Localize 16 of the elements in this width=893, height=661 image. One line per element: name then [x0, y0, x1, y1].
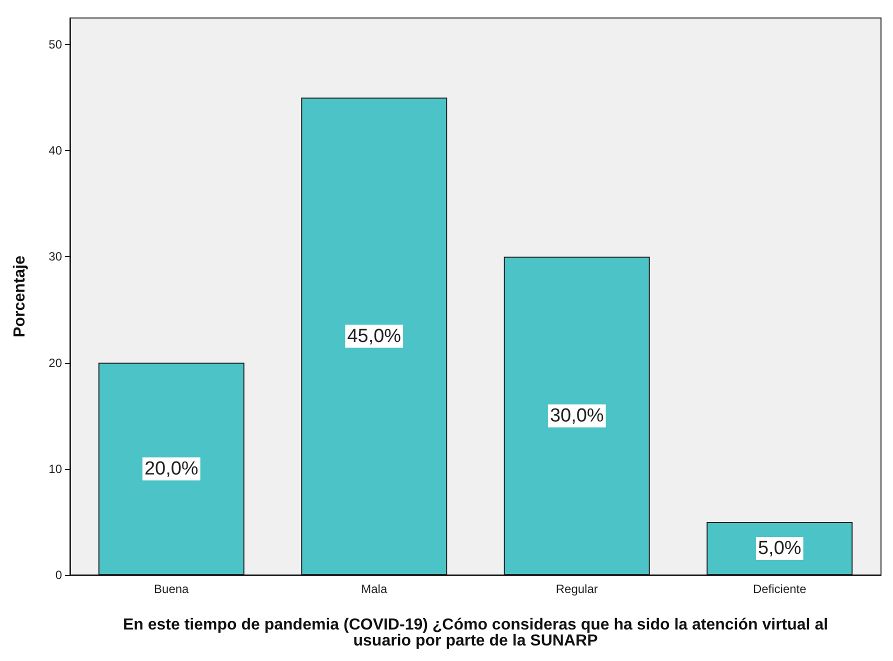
x-tick-label: Deficiente — [752, 582, 807, 596]
data-label: 30,0% — [550, 405, 604, 426]
x-tick-label: Regular — [556, 582, 598, 596]
data-label: 5,0% — [758, 538, 802, 559]
y-tick-label: 50 — [48, 38, 62, 52]
x-tick-label: Buena — [154, 582, 190, 596]
x-tick-label: Mala — [361, 582, 388, 596]
x-axis-title: En este tiempo de pandemia (COVID-19) ¿Cómo consideras que ha sido la atención virtual al usuario por parte de la SUNARP — [122, 616, 828, 650]
y-tick-label: 20 — [48, 356, 62, 370]
data-label: 45,0% — [347, 326, 402, 347]
y-tick-label: 40 — [48, 144, 62, 158]
y-tick-label: 30 — [48, 250, 62, 264]
y-tick-label: 0 — [55, 568, 62, 582]
data-label: 20,0% — [144, 458, 198, 480]
y-axis-title: Porcentaje — [12, 255, 28, 338]
y-tick-label: 10 — [48, 462, 62, 476]
